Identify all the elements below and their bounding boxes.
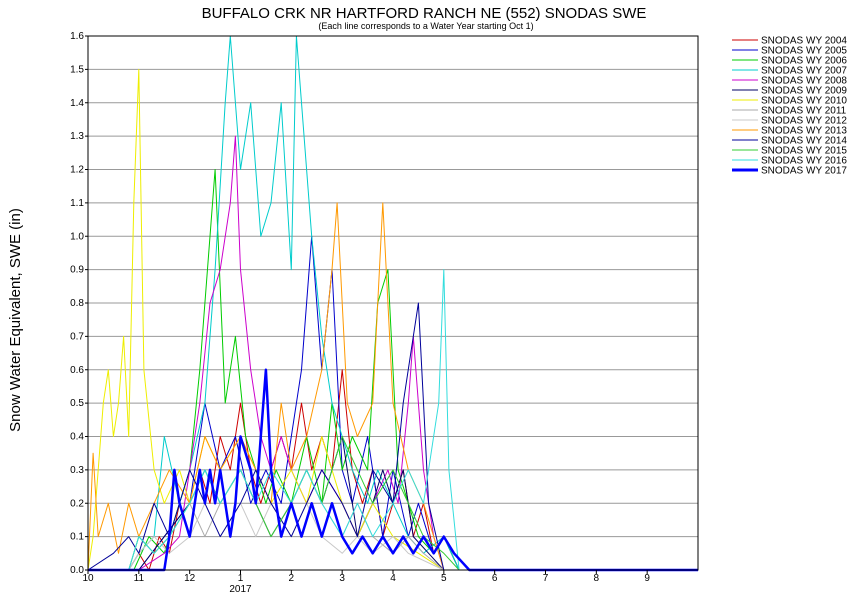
legend-label-2008: SNODAS WY 2008 bbox=[761, 76, 847, 87]
series-line-wy-2008 bbox=[88, 135, 698, 571]
y-tick-label-0: 0.0 bbox=[70, 565, 84, 576]
chart-subtitle: (Each line corresponds to a Water Year s… bbox=[318, 21, 533, 31]
y-tick-label-7: 0.7 bbox=[70, 331, 84, 342]
legend-label-2004: SNODAS WY 2004 bbox=[761, 36, 847, 47]
y-tick-label-12: 1.2 bbox=[70, 165, 84, 176]
series-line-wy-2013 bbox=[87, 202, 698, 571]
legend-label-2015: SNODAS WY 2015 bbox=[761, 146, 847, 157]
y-tick-label-3: 0.3 bbox=[70, 465, 84, 476]
series-line-wy-2016 bbox=[88, 269, 698, 571]
legend-label-2012: SNODAS WY 2012 bbox=[761, 116, 847, 127]
x-tick-label-0: 10 bbox=[82, 573, 94, 584]
y-tick-label-6: 0.6 bbox=[70, 365, 84, 376]
legend-label-2009: SNODAS WY 2009 bbox=[761, 86, 847, 97]
legend-label-2006: SNODAS WY 2006 bbox=[761, 56, 847, 67]
y-tick-label-5: 0.5 bbox=[70, 398, 84, 409]
x-tick-label-1: 11 bbox=[134, 573, 145, 584]
x-tick-label-6: 4 bbox=[390, 573, 396, 584]
legend-label-2011: SNODAS WY 2011 bbox=[761, 106, 847, 117]
x-tick-label-5: 3 bbox=[339, 573, 345, 584]
x-tick-label-10: 8 bbox=[594, 573, 600, 584]
y-tick-label-4: 0.4 bbox=[70, 432, 84, 443]
series-line-wy-2017 bbox=[88, 368, 698, 572]
legend-label-2007: SNODAS WY 2007 bbox=[761, 66, 847, 77]
y-axis-ticks: 0.0 0.1 0.2 0.3 0.4 0.5 0.6 0.7 0.8 0.9 1.0 1.1 1.2 1… bbox=[70, 31, 88, 576]
year-label: 2017 bbox=[229, 584, 252, 595]
x-tick-label-7: 5 bbox=[441, 573, 447, 584]
legend-label-2017: SNODAS WY 2017 bbox=[761, 166, 847, 177]
x-tick-label-9: 7 bbox=[543, 573, 549, 584]
legend-label-2010: SNODAS WY 2010 bbox=[761, 96, 847, 107]
y-tick-label-15: 1.5 bbox=[70, 64, 84, 75]
legend-label-2013: SNODAS WY 2013 bbox=[761, 126, 847, 137]
x-tick-label-11: 9 bbox=[644, 573, 650, 584]
legend-label-2005: SNODAS WY 2005 bbox=[761, 46, 847, 57]
legend-label-2014: SNODAS WY 2014 bbox=[761, 136, 847, 147]
series-line-wy-2014 bbox=[87, 302, 698, 571]
legend-label-2016: SNODAS WY 2016 bbox=[761, 156, 847, 167]
grid-lines bbox=[88, 35, 698, 571]
y-tick-label-16: 1.6 bbox=[70, 31, 84, 42]
y-axis-label: Snow Water Equivalent, SWE (in) bbox=[7, 208, 24, 432]
y-tick-label-14: 1.4 bbox=[70, 98, 84, 109]
x-axis-ticks: 10 11 12 1 2 3 4 5 6 7 8 9 bbox=[82, 570, 650, 584]
x-tick-label-8: 6 bbox=[492, 573, 498, 584]
y-tick-label-9: 0.9 bbox=[70, 265, 84, 276]
y-tick-label-2: 0.2 bbox=[70, 498, 84, 509]
y-tick-label-8: 0.8 bbox=[70, 298, 84, 309]
chart-title: BUFFALO CRK NR HARTFORD RANCH NE (552) S… bbox=[202, 5, 647, 22]
x-tick-label-2: 12 bbox=[184, 573, 196, 584]
series-lines bbox=[87, 35, 698, 572]
y-tick-label-11: 1.1 bbox=[70, 198, 84, 209]
x-tick-label-4: 2 bbox=[289, 573, 295, 584]
series-line-wy-2010 bbox=[87, 68, 698, 571]
y-tick-label-1: 0.1 bbox=[70, 532, 84, 543]
series-line-wy-2005 bbox=[88, 235, 698, 571]
y-tick-label-10: 1.0 bbox=[70, 231, 84, 242]
x-tick-label-3: 1 bbox=[238, 573, 244, 584]
y-tick-label-13: 1.3 bbox=[70, 131, 84, 142]
